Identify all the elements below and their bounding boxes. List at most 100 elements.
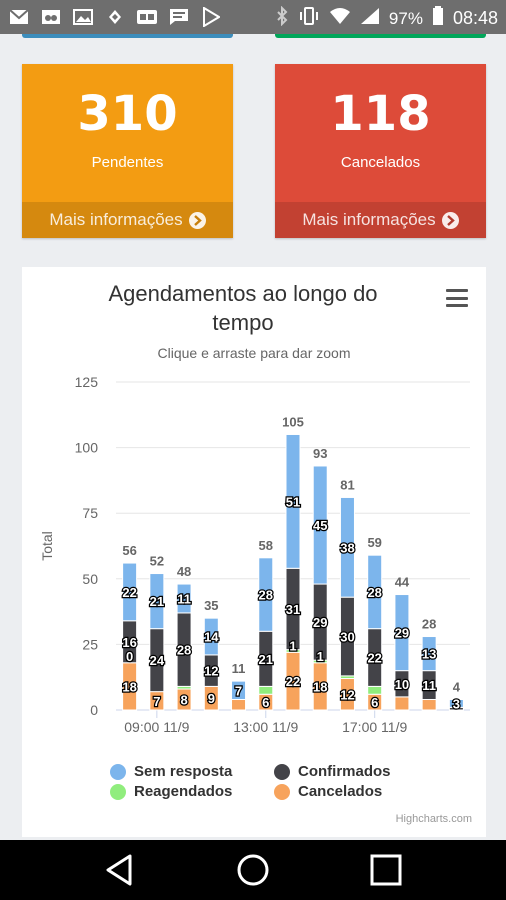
cancelled-more-info-link[interactable]: Mais informações bbox=[275, 202, 486, 238]
bar-data-label: 6 bbox=[371, 695, 378, 710]
card-edge-blue bbox=[22, 34, 233, 38]
bar-total-label: 52 bbox=[150, 554, 164, 569]
bar-segment-sem-resposta bbox=[258, 557, 274, 632]
x-tick-label: 17:00 11/9 bbox=[342, 719, 407, 735]
bluetooth-icon bbox=[275, 5, 289, 31]
bar-data-label: 31 bbox=[286, 602, 300, 617]
clock: 08:48 bbox=[452, 8, 498, 28]
legend-dot bbox=[110, 783, 126, 800]
bar-data-label: 8 bbox=[180, 693, 187, 708]
play-store-icon bbox=[200, 6, 222, 28]
bar-total-label: 105 bbox=[282, 414, 304, 429]
bar-data-label: 6 bbox=[262, 695, 269, 710]
bar-data-label: 21 bbox=[259, 652, 273, 667]
y-axis-title: Total bbox=[39, 531, 55, 561]
status-bar: 97% 08:48 bbox=[0, 0, 506, 34]
bar-data-label: 45 bbox=[313, 518, 327, 533]
bar-segment-sem-resposta bbox=[367, 554, 383, 630]
bar-segment-sem-resposta bbox=[231, 680, 247, 701]
chart-credits[interactable]: Highcharts.com bbox=[395, 813, 472, 825]
bar-total-label: 44 bbox=[395, 575, 410, 590]
bar-data-label: 18 bbox=[313, 679, 327, 694]
legend-item-cancelados[interactable]: Cancelados bbox=[274, 783, 382, 800]
bar-data-label: 28 bbox=[367, 585, 381, 600]
mail-icon bbox=[8, 6, 30, 28]
bar-data-label: 11 bbox=[177, 591, 191, 606]
bar-total-label: 81 bbox=[340, 477, 354, 492]
battery-icon bbox=[432, 6, 444, 31]
bar-total-label: 28 bbox=[422, 617, 436, 632]
chart-menu-button[interactable] bbox=[446, 289, 468, 307]
bar-data-label: 3 bbox=[453, 696, 460, 711]
bar-data-label: 28 bbox=[259, 588, 273, 603]
bar-data-label: 22 bbox=[122, 585, 136, 600]
bar-segment-sem-resposta bbox=[122, 562, 138, 622]
bar-data-label: 11 bbox=[422, 678, 436, 693]
y-tick-label: 0 bbox=[90, 702, 98, 718]
bar-data-label: 18 bbox=[122, 679, 136, 694]
legend-item-sem-resposta[interactable]: Sem resposta bbox=[110, 763, 232, 780]
bar-total-label: 93 bbox=[313, 446, 327, 461]
bar-data-label: 13 bbox=[422, 647, 436, 662]
bar-segment-cancelados bbox=[231, 699, 247, 711]
sync-icon bbox=[104, 6, 126, 28]
bar-data-label: 51 bbox=[286, 494, 300, 509]
bar-total-label: 48 bbox=[177, 564, 191, 579]
image-icon bbox=[72, 6, 94, 28]
bar-segment-cancelados bbox=[394, 696, 410, 711]
recents-button[interactable] bbox=[368, 852, 404, 888]
vibrate-icon bbox=[298, 6, 320, 31]
legend-label: Sem resposta bbox=[134, 763, 233, 780]
bar-data-label: 16 bbox=[122, 635, 136, 650]
bar-segment-sem-resposta bbox=[339, 496, 355, 598]
bar-total-label: 59 bbox=[367, 535, 381, 550]
home-button[interactable] bbox=[235, 852, 271, 888]
bar-total-label: 35 bbox=[204, 598, 218, 613]
signal-icon bbox=[360, 7, 380, 30]
bar-data-label: 9 bbox=[208, 691, 215, 706]
bar-total-label: 4 bbox=[453, 680, 461, 695]
bar-data-label: 29 bbox=[395, 626, 409, 641]
y-tick-label: 100 bbox=[75, 440, 99, 456]
bar-data-label: 0 bbox=[126, 649, 133, 664]
y-tick-label: 25 bbox=[82, 636, 98, 652]
legend-dot bbox=[274, 763, 290, 780]
bar-segment-sem-resposta bbox=[448, 699, 464, 708]
y-tick-label: 125 bbox=[75, 374, 99, 390]
legend-label: Cancelados bbox=[298, 783, 383, 800]
bar-data-label: 12 bbox=[340, 687, 354, 702]
pending-card: 310 Pendentes Mais informações bbox=[22, 64, 233, 238]
pending-more-info-link[interactable]: Mais informações bbox=[22, 202, 233, 238]
chart-card: Agendamentos ao longo do tempo Clique e … bbox=[22, 267, 486, 837]
bar-data-label: 12 bbox=[204, 664, 218, 679]
arrow-circle-right-icon bbox=[188, 211, 206, 229]
bar-segment-sem-resposta bbox=[149, 573, 165, 630]
chart-title: Agendamentos ao longo do tempo bbox=[108, 281, 378, 335]
legend-dot bbox=[110, 763, 126, 780]
legend-label: Reagendados bbox=[134, 783, 233, 800]
cancelled-more-info-label: Mais informações bbox=[302, 210, 436, 229]
cancelled-label: Cancelados bbox=[340, 154, 421, 171]
bar-segment-reagendados bbox=[367, 685, 383, 695]
wifi-icon bbox=[329, 7, 351, 30]
bar-data-label: 22 bbox=[286, 674, 300, 689]
bar-data-label: 1 bbox=[317, 649, 324, 664]
cancelled-count: 118 bbox=[330, 86, 431, 142]
bar-segment-reagendados bbox=[258, 685, 274, 695]
bar-segment-cancelados bbox=[421, 699, 437, 711]
back-button[interactable] bbox=[102, 852, 138, 888]
bar-data-label: 7 bbox=[235, 683, 242, 698]
bar-data-label: 21 bbox=[150, 594, 164, 609]
y-tick-label: 50 bbox=[82, 571, 98, 587]
navigation-bar bbox=[0, 840, 506, 900]
bar-data-label: 1 bbox=[289, 638, 296, 653]
legend-item-reagendados[interactable]: Reagendados bbox=[110, 783, 232, 800]
pending-more-info-label: Mais informações bbox=[49, 210, 183, 229]
bar-segment-sem-resposta bbox=[176, 583, 192, 614]
notification-icons bbox=[8, 6, 222, 28]
bar-data-label: 14 bbox=[204, 630, 219, 645]
bar-data-label: 30 bbox=[340, 630, 354, 645]
bar-data-label: 28 bbox=[177, 643, 191, 658]
legend-item-confirmados[interactable]: Confirmados bbox=[274, 763, 391, 780]
